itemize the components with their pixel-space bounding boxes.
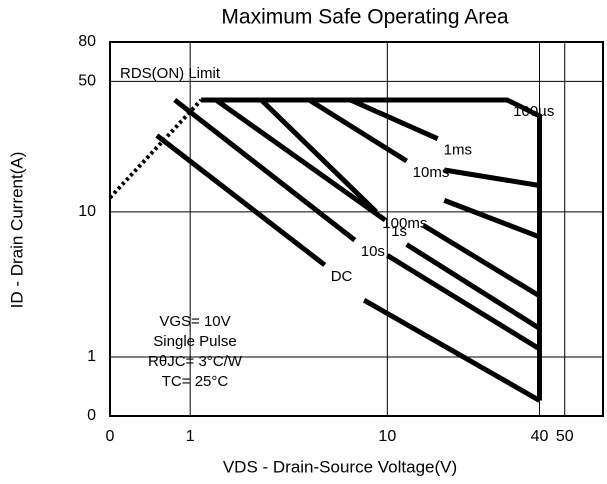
x-tick-label: 50 (556, 428, 574, 445)
chart-title: Maximum Safe Operating Area (221, 6, 508, 29)
annotation: Single Pulse (153, 333, 236, 350)
y-tick-label: 0 (87, 407, 96, 424)
annotation: TC= 25°C (162, 373, 229, 390)
series-label: RDS(ON) Limit (120, 65, 221, 82)
y-tick-label: 1 (87, 348, 96, 365)
x-tick-label: 0 (106, 428, 115, 445)
soa-line (349, 97, 540, 188)
y-tick-label: 80 (78, 33, 96, 50)
soa-line (155, 133, 541, 403)
y-axis-label: ID - Drain Current(A) (7, 152, 26, 309)
x-tick-label: 10 (378, 428, 396, 445)
y-tick-label: 50 (78, 73, 96, 90)
soa-line (108, 98, 203, 200)
series-label: 1s (391, 223, 407, 240)
soa-line (173, 97, 541, 352)
soa-line (307, 97, 541, 240)
x-tick-label: 40 (531, 428, 549, 445)
x-tick-label: 1 (186, 428, 195, 445)
y-tick-label: 10 (78, 203, 96, 220)
annotation: RθJC= 3°C/W (148, 353, 243, 370)
series-label: 10s (361, 243, 385, 260)
annotation: VGS= 10V (159, 313, 230, 330)
series-label: 100ms (382, 215, 427, 232)
series-label: 10ms (413, 164, 450, 181)
series-label: 100µs (513, 103, 554, 120)
series-label: 1ms (444, 142, 472, 159)
x-axis-label: VDS - Drain-Source Voltage(V) (223, 457, 457, 476)
series-label: DC (331, 268, 353, 285)
soa-line (214, 97, 541, 331)
soa-line (259, 98, 541, 299)
